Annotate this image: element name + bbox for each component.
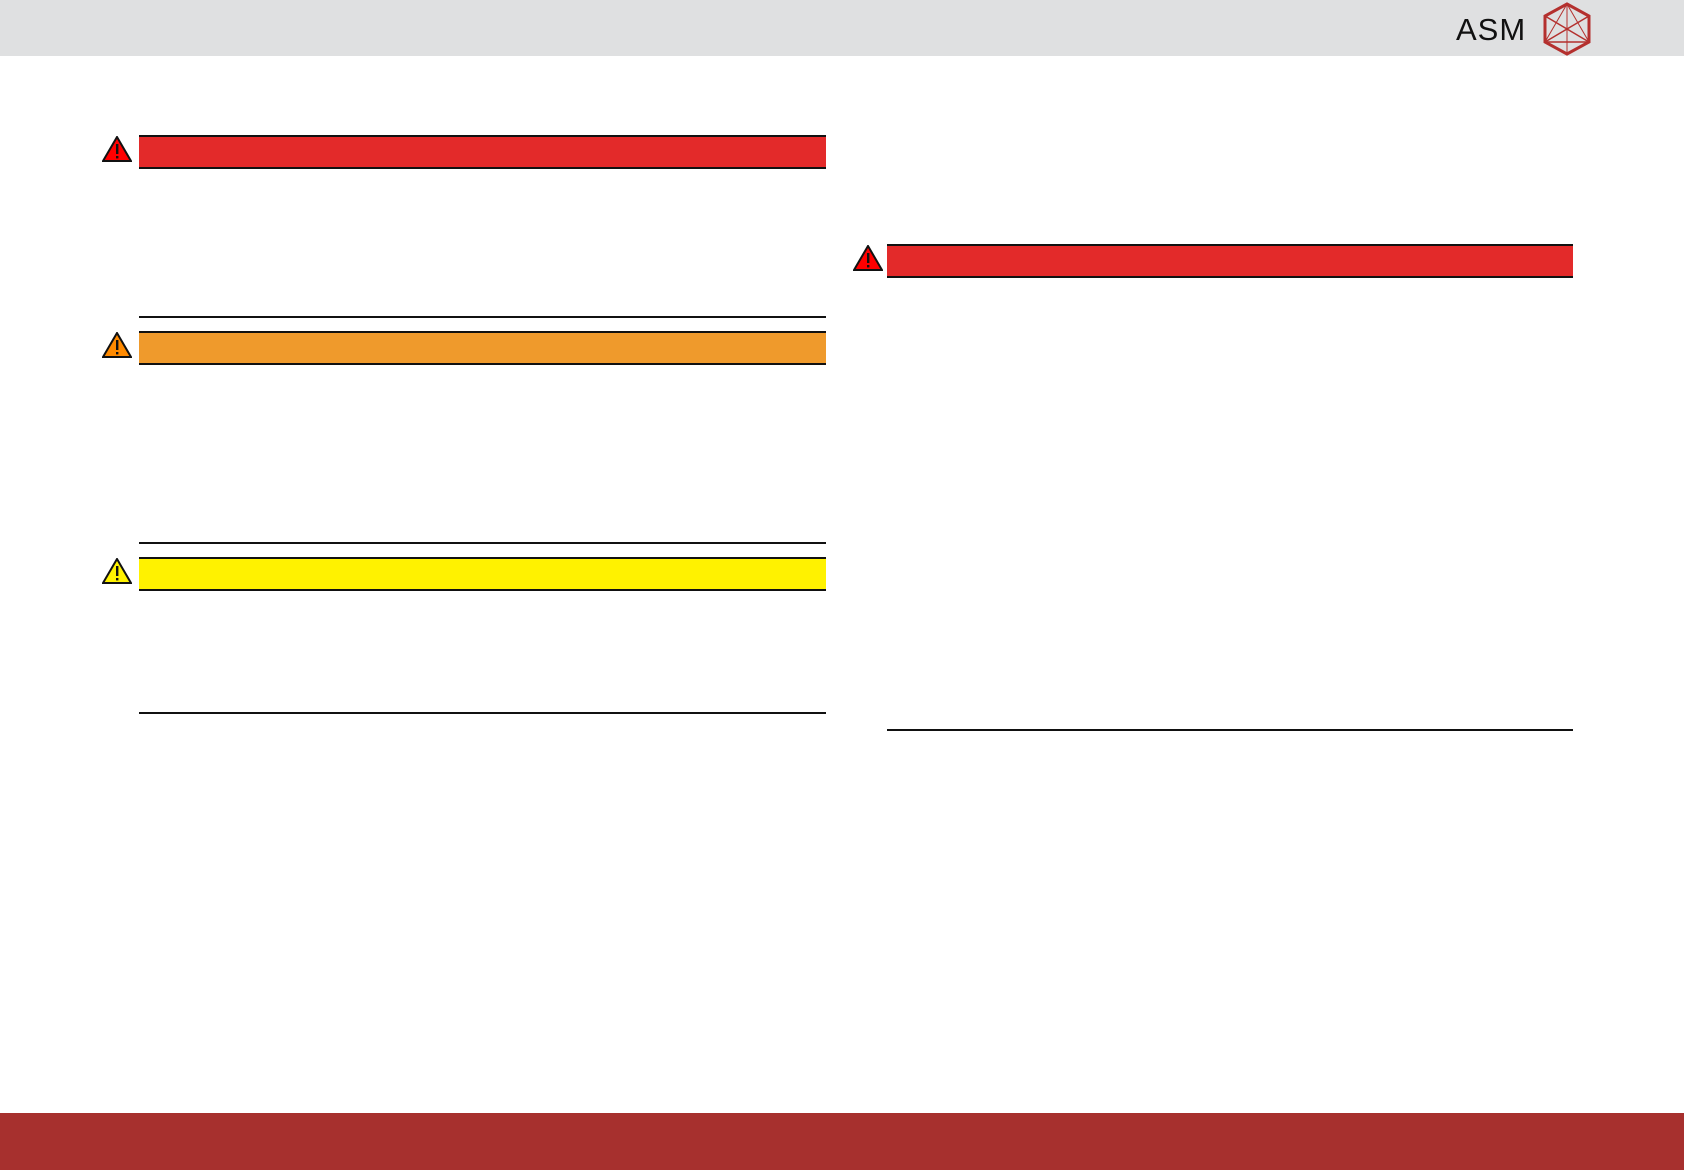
warning-notice-bar (139, 331, 826, 365)
warning-triangle-orange-icon (102, 332, 132, 358)
page-footer (0, 1113, 1684, 1170)
page-header: ASM (0, 0, 1684, 56)
notice-end-rule (139, 542, 826, 544)
warning-triangle-yellow-icon (102, 558, 132, 584)
asm-logo-icon (1543, 2, 1591, 56)
warning-triangle-red-icon (102, 136, 132, 162)
danger-notice-bar (887, 244, 1573, 278)
warning-triangle-red-icon (853, 245, 883, 271)
asm-logo-text: ASM (1456, 12, 1527, 47)
notice-end-rule (887, 729, 1573, 731)
danger-notice-bar (139, 135, 826, 169)
caution-notice-bar (139, 557, 826, 591)
notice-end-rule (139, 712, 826, 714)
notice-end-rule (139, 316, 826, 318)
